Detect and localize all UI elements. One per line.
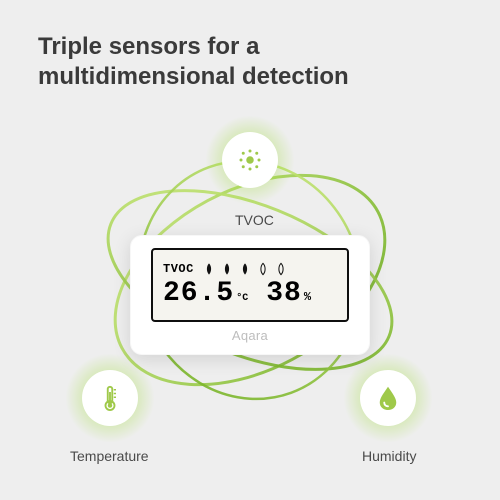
droplet-icon <box>373 383 403 413</box>
headline-line1: Triple sensors for a <box>38 33 259 60</box>
thermometer-icon <box>95 383 125 413</box>
humidity-node-glow <box>343 353 433 443</box>
temperature-unit: °C <box>236 293 248 304</box>
temperature-label-text: Temperature <box>70 448 149 464</box>
tvoc-node <box>222 132 278 188</box>
temperature-reading: 26.5°C <box>163 278 248 309</box>
temperature-value: 26.5 <box>163 278 234 309</box>
leaf-icon-empty <box>256 262 270 276</box>
leaf-icon <box>202 262 216 276</box>
tvoc-node-glow <box>205 115 295 205</box>
humidity-label-text: Humidity <box>362 448 416 464</box>
sensor-diagram: TVOC 26.5°C 38% Aqara <box>0 120 500 480</box>
temperature-node-glow <box>65 353 155 443</box>
leaf-icon-empty <box>274 262 288 276</box>
humidity-unit: % <box>304 290 311 304</box>
leaf-icon <box>238 262 252 276</box>
headline-line2: multidimensional detection <box>38 63 349 90</box>
tvoc-row: TVOC <box>163 262 337 276</box>
device-brand: Aqara <box>232 328 268 343</box>
humidity-value: 38 <box>266 278 302 309</box>
reading-row: 26.5°C 38% <box>163 278 337 309</box>
headline: Triple sensors for a multidimensional de… <box>38 32 349 92</box>
humidity-node <box>360 370 416 426</box>
tvoc-icon <box>235 145 265 175</box>
leaf-icon <box>220 262 234 276</box>
device-screen: TVOC 26.5°C 38% <box>151 248 349 322</box>
tvoc-label: TVOC <box>163 262 194 276</box>
humidity-reading: 38% <box>266 278 311 309</box>
tvoc-label-text: TVOC <box>235 212 274 228</box>
temperature-node <box>82 370 138 426</box>
device: TVOC 26.5°C 38% Aqara <box>130 235 370 355</box>
